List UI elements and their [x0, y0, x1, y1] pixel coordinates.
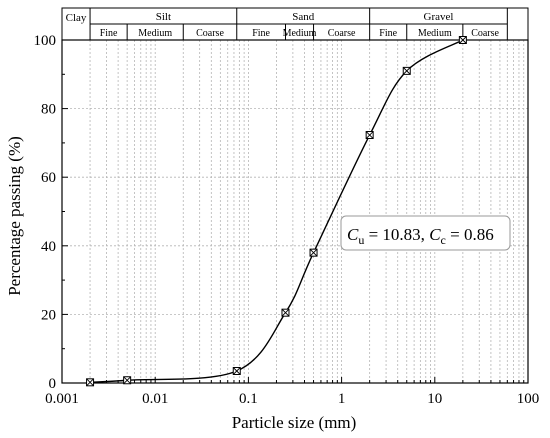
- y-tick-label: 40: [41, 239, 56, 255]
- grading-curve-line: [90, 39, 464, 384]
- x-tick-label: 0.1: [239, 391, 258, 407]
- point-marker-cross: [309, 248, 318, 257]
- cu-value: = 10.83,: [364, 225, 429, 244]
- x-tick-label: 10: [427, 391, 442, 407]
- point-marker-cross: [365, 131, 374, 139]
- x-tick-label: 0.01: [142, 391, 168, 407]
- cc-symbol: C: [429, 225, 441, 244]
- plot-frame: [61, 39, 529, 384]
- clay-label: Clay: [66, 12, 87, 24]
- subgroup-label-medium: Medium: [138, 28, 172, 39]
- data-point: [86, 378, 95, 387]
- group-label-silt: Silt: [156, 11, 171, 23]
- x-axis-title: Particle size (mm): [232, 413, 357, 432]
- y-tick-label: 20: [41, 307, 56, 323]
- y-tick-label: 100: [34, 33, 57, 49]
- subgroup-label-medium: Medium: [418, 28, 452, 39]
- x-tick-label: 0.001: [45, 391, 79, 407]
- subgroup-label-coarse: Coarse: [328, 28, 356, 39]
- data-point: [309, 248, 318, 257]
- cc-value: = 0.86: [446, 225, 494, 244]
- subgroup-label-fine: Fine: [252, 28, 270, 39]
- cc-subscript: c: [441, 233, 446, 247]
- x-tick-label: 1: [338, 391, 346, 407]
- y-tick-label: 80: [41, 102, 56, 118]
- y-tick-label: 60: [41, 170, 56, 186]
- gridlines: [62, 40, 528, 383]
- data-points: [86, 36, 467, 387]
- y-tick-label: 0: [49, 376, 57, 392]
- data-point: [365, 131, 374, 140]
- group-label-sand: Sand: [292, 11, 315, 23]
- data-point: [123, 376, 132, 385]
- cu-symbol: C: [347, 225, 359, 244]
- point-marker-cross: [459, 36, 467, 44]
- annotation-box: [340, 215, 511, 251]
- subgroup-label-fine: Fine: [379, 28, 397, 39]
- point-marker-cross: [281, 308, 290, 317]
- data-point: [281, 308, 290, 317]
- point-marker-cross: [123, 376, 131, 385]
- group-label-gravel: Gravel: [424, 11, 454, 23]
- annotation-text: Cu = 10.83, Cc = 0.86: [347, 225, 494, 247]
- subgroup-label-medium: Medium: [283, 28, 317, 39]
- data-point: [232, 366, 241, 375]
- data-point: [402, 66, 411, 75]
- point-marker-cross: [402, 67, 411, 75]
- uniformity-annotation: Cu = 10.83, Cc = 0.86: [340, 215, 511, 251]
- y-axis-title: Percentage passing (%): [5, 136, 24, 296]
- subgroup-label-fine: Fine: [100, 28, 118, 39]
- subgroup-label-coarse: Coarse: [196, 28, 224, 39]
- point-marker-cross: [86, 378, 94, 387]
- plot-border: [61, 39, 529, 384]
- point-marker-cross: [232, 367, 241, 375]
- axis-ticks: 0.001 0.01 0.1 1 10 100 0 20 40 60 80 100: [34, 33, 540, 407]
- x-tick-label: 100: [517, 391, 540, 407]
- soil-classification-header: Clay Silt Fine Medium Coarse Sand Fine Medium Co…: [61, 7, 529, 41]
- data-point: [458, 36, 467, 44]
- cu-subscript: u: [358, 233, 364, 247]
- subgroup-label-coarse: Coarse: [471, 28, 499, 39]
